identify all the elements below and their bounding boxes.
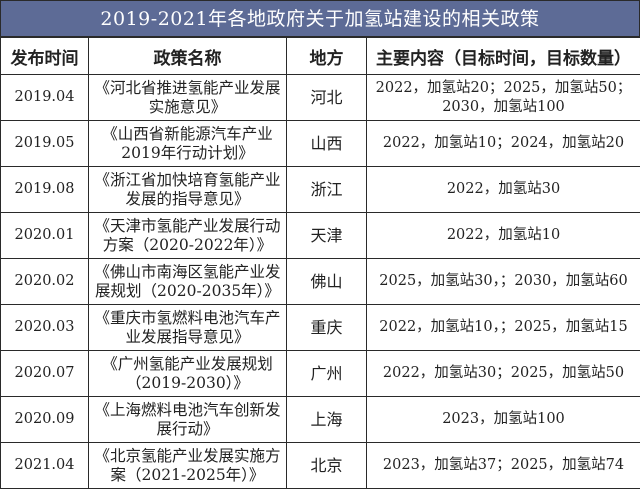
- cell-content: 2025，加氢站30，；2030，加氢站60: [366, 258, 640, 305]
- table-row: 2020.01 《天津市氢能产业发展行动方案（2020-2022年）》 天津 2022…: [0, 212, 640, 259]
- cell-policy-name: 《河北省推进氢能产业发展实施意见》: [88, 74, 287, 121]
- table-title: 2019-2021年各地政府关于加氢站建设的相关政策: [0, 0, 640, 37]
- header-region: 地方: [286, 37, 367, 75]
- cell-content: 2022，加氢站10: [366, 212, 640, 259]
- cell-region: 佛山: [286, 258, 367, 305]
- table-row: 2019.05 《山西省新能源汽车产业2019年行动计划》 山西 2022，加氢站10…: [0, 120, 640, 167]
- table-row: 2020.07 《广州氢能产业发展规划（2019-2030）》 广州 2022，加氢站…: [0, 350, 640, 397]
- cell-content: 2022，加氢站30；2025，加氢站50: [366, 350, 640, 397]
- cell-policy-name: 《重庆市氢燃料电池汽车产业发展指导意见》: [88, 304, 287, 351]
- cell-region: 浙江: [286, 166, 367, 213]
- header-row: 发布时间 政策名称 地方 主要内容（目标时间，目标数量）: [0, 37, 640, 75]
- cell-policy-name: 《北京氢能产业发展实施方案（2021-2025年）》: [88, 442, 287, 489]
- cell-content: 2023，加氢站37；2025，加氢站74: [366, 442, 640, 489]
- cell-policy-name: 《山西省新能源汽车产业2019年行动计划》: [88, 120, 287, 167]
- header-date: 发布时间: [0, 37, 89, 75]
- cell-date: 2020.03: [0, 304, 89, 351]
- cell-date: 2020.09: [0, 396, 89, 443]
- table-row: 2019.04 《河北省推进氢能产业发展实施意见》 河北 2022，加氢站20；202…: [0, 74, 640, 121]
- cell-content: 2022，加氢站10；2024，加氢站20: [366, 120, 640, 167]
- cell-policy-name: 《佛山市南海区氢能产业发展规划（2020-2035年）》: [88, 258, 287, 305]
- header-policy-name: 政策名称: [88, 37, 287, 75]
- cell-region: 河北: [286, 74, 367, 121]
- cell-content: 2023，加氢站100: [366, 396, 640, 443]
- cell-policy-name: 《上海燃料电池汽车创新发展行动》: [88, 396, 287, 443]
- policy-table: 发布时间 政策名称 地方 主要内容（目标时间，目标数量） 2019.04 《河北省…: [0, 37, 640, 489]
- table-row: 2020.02 《佛山市南海区氢能产业发展规划（2020-2035年）》 佛山 202…: [0, 258, 640, 305]
- cell-content: 2022，加氢站20；2025，加氢站50；2030，加氢站100: [366, 74, 640, 121]
- cell-date: 2019.05: [0, 120, 89, 167]
- cell-policy-name: 《广州氢能产业发展规划（2019-2030）》: [88, 350, 287, 397]
- cell-policy-name: 《天津市氢能产业发展行动方案（2020-2022年）》: [88, 212, 287, 259]
- cell-content: 2022，加氢站30: [366, 166, 640, 213]
- cell-region: 上海: [286, 396, 367, 443]
- cell-region: 北京: [286, 442, 367, 489]
- table-row: 2019.08 《浙江省加快培育氢能产业发展的指导意见》 浙江 2022，加氢站30: [0, 166, 640, 213]
- cell-date: 2020.01: [0, 212, 89, 259]
- header-content: 主要内容（目标时间，目标数量）: [366, 37, 640, 75]
- cell-region: 天津: [286, 212, 367, 259]
- cell-region: 重庆: [286, 304, 367, 351]
- cell-date: 2020.07: [0, 350, 89, 397]
- cell-region: 广州: [286, 350, 367, 397]
- cell-date: 2019.08: [0, 166, 89, 213]
- cell-date: 2020.02: [0, 258, 89, 305]
- table-row: 2020.09 《上海燃料电池汽车创新发展行动》 上海 2023，加氢站100: [0, 396, 640, 443]
- cell-content: 2022，加氢站10，；2025，加氢站15: [366, 304, 640, 351]
- cell-region: 山西: [286, 120, 367, 167]
- table-row: 2021.04 《北京氢能产业发展实施方案（2021-2025年）》 北京 2023，…: [0, 442, 640, 489]
- cell-date: 2019.04: [0, 74, 89, 121]
- cell-policy-name: 《浙江省加快培育氢能产业发展的指导意见》: [88, 166, 287, 213]
- table-row: 2020.03 《重庆市氢燃料电池汽车产业发展指导意见》 重庆 2022，加氢站10，…: [0, 304, 640, 351]
- cell-date: 2021.04: [0, 442, 89, 489]
